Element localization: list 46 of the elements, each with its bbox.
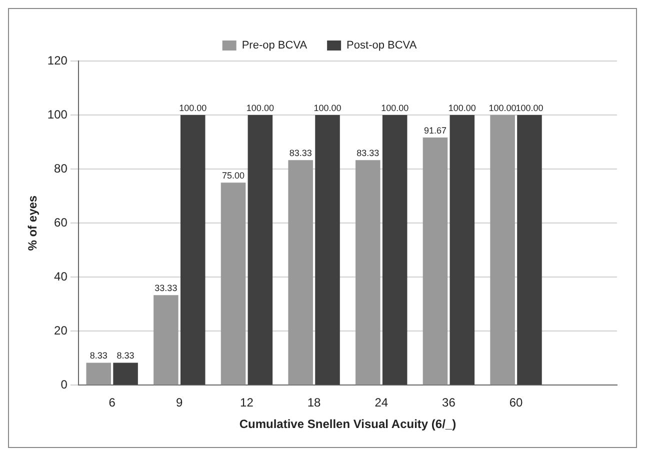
- bar: [113, 362, 138, 385]
- bar: [382, 115, 408, 385]
- bar: [517, 115, 542, 385]
- x-tick-label: 36: [442, 396, 456, 410]
- data-label: 100.00: [516, 103, 544, 114]
- y-tick-label: 40: [54, 269, 68, 284]
- data-label: 100.00: [448, 103, 476, 114]
- data-label: 100.00: [246, 103, 274, 114]
- bar: [288, 160, 313, 385]
- y-tick-label: 0: [60, 378, 68, 392]
- data-label: 8.33: [116, 350, 134, 361]
- data-label: 75.00: [222, 170, 245, 181]
- y-tick-label: 20: [54, 323, 68, 338]
- data-label: 83.33: [289, 148, 312, 158]
- bar: [180, 115, 206, 385]
- data-label: 33.33: [154, 283, 178, 294]
- y-tick-label: 80: [54, 161, 68, 176]
- bar: [154, 295, 178, 385]
- data-label: 100.00: [488, 103, 516, 114]
- bar: [490, 115, 515, 385]
- x-tick-label: 9: [176, 396, 184, 410]
- legend-label: Post-op BCVA: [346, 40, 418, 52]
- data-label: 83.33: [356, 148, 380, 158]
- x-tick-label: 6: [108, 396, 116, 410]
- bar: [356, 160, 380, 385]
- data-label: 100.00: [314, 103, 342, 114]
- bar: [450, 115, 475, 385]
- data-label: 8.33: [90, 350, 108, 361]
- bar: [86, 362, 112, 385]
- legend-label: Pre-op BCVA: [242, 40, 308, 52]
- y-axis-title: % of eyes: [26, 195, 40, 251]
- x-tick-label: 24: [374, 396, 388, 410]
- bar: [422, 138, 448, 385]
- x-tick-label: 18: [307, 396, 322, 410]
- y-tick-label: 60: [54, 215, 68, 230]
- data-label: 100.00: [179, 103, 207, 114]
- data-label: 91.67: [424, 126, 446, 136]
- x-tick-label: 12: [240, 396, 254, 410]
- bar: [248, 115, 273, 385]
- bar: [315, 115, 340, 385]
- x-axis-title: Cumulative Snellen Visual Acuity (6/_): [239, 417, 456, 432]
- y-tick-label: 120: [47, 53, 68, 68]
- y-tick-label: 100: [47, 107, 68, 122]
- bar: [220, 182, 246, 385]
- data-label: 100.00: [381, 103, 409, 114]
- x-tick-label: 60: [509, 396, 524, 410]
